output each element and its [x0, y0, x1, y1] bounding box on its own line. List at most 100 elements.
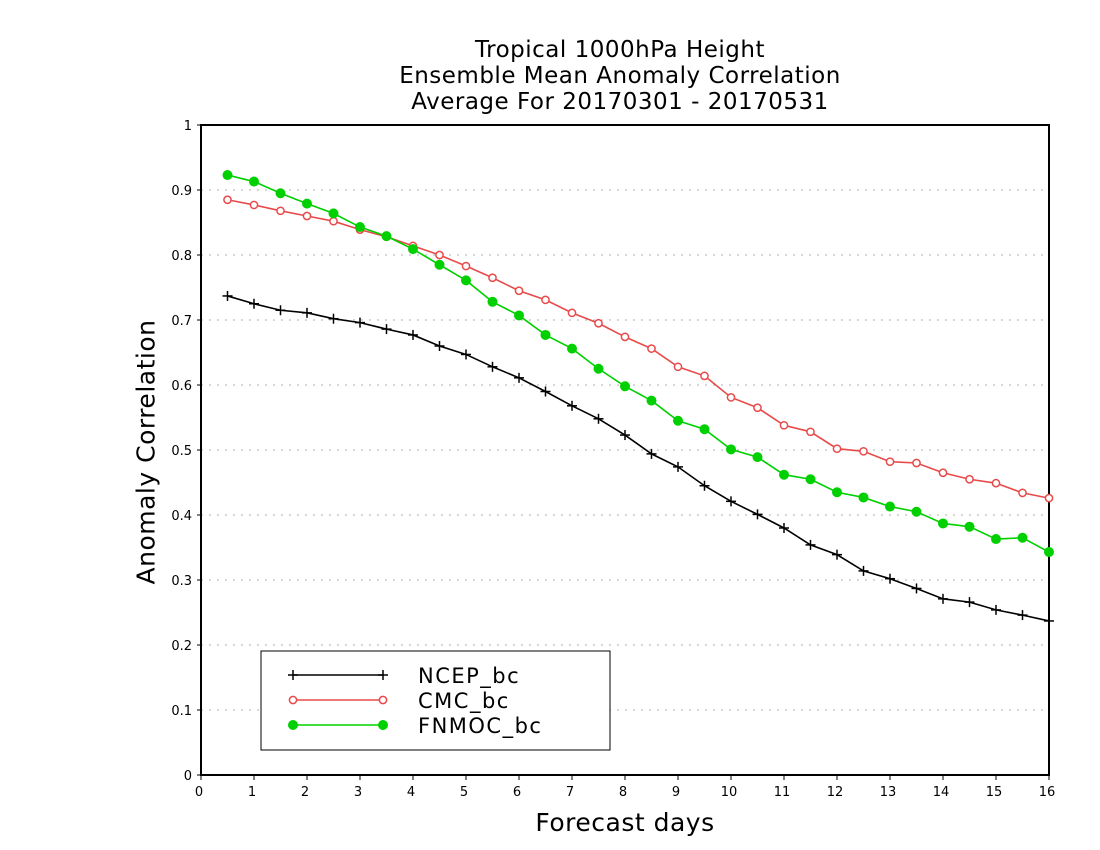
y-tick-label: 0.6	[171, 379, 192, 394]
data-point-ncep-bc	[487, 361, 498, 372]
data-point-fnmoc-bc	[726, 444, 736, 455]
data-point-ncep-bc	[699, 480, 710, 491]
data-point-fnmoc-bc	[381, 231, 392, 242]
data-point-cmc-bc	[541, 295, 550, 305]
data-point-fnmoc-bc	[461, 275, 471, 286]
legend-samples	[288, 670, 388, 730]
data-point-ncep-bc	[726, 496, 736, 507]
data-point-ncep-bc	[222, 290, 233, 301]
data-point-fnmoc-bc	[779, 469, 789, 480]
x-tick-label: 0	[195, 785, 203, 800]
data-point-fnmoc-bc	[938, 518, 948, 529]
data-point-cmc-bc	[249, 200, 259, 210]
x-tick-label: 11	[774, 785, 791, 800]
data-point-ncep-bc	[805, 539, 816, 550]
chart-title-line-3: Average For 20170301 - 20170531	[411, 89, 829, 115]
x-tick-label: 7	[566, 785, 574, 800]
data-point-fnmoc-bc	[540, 329, 551, 340]
data-point-fnmoc-bc	[514, 310, 524, 321]
data-point-fnmoc-bc	[858, 492, 869, 503]
data-point-ncep-bc	[249, 298, 259, 309]
data-point-ncep-bc	[328, 313, 339, 324]
data-point-ncep-bc	[355, 317, 365, 328]
x-tick-label: 4	[407, 785, 415, 800]
data-point-ncep-bc	[302, 307, 312, 318]
data-point-fnmoc-bc	[434, 259, 445, 270]
data-point-cmc-bc	[461, 261, 471, 271]
y-tick-label: 0.9	[171, 184, 192, 199]
data-point-ncep-bc	[567, 400, 577, 411]
grid-lines	[201, 189, 1049, 711]
y-tick-label: 0.5	[171, 444, 192, 459]
data-point-fnmoc-bc	[567, 343, 577, 354]
data-point-fnmoc-bc	[805, 474, 816, 485]
data-point-cmc-bc	[965, 474, 974, 484]
data-point-fnmoc-bc	[673, 415, 683, 426]
x-tick-label: 1	[248, 785, 256, 800]
data-point-cmc-bc	[1018, 488, 1027, 498]
data-point-cmc-bc	[806, 427, 815, 437]
series-line-ncep-bc	[227, 295, 1050, 622]
data-point-ncep-bc	[275, 305, 286, 316]
data-point-fnmoc-bc	[1017, 532, 1028, 543]
data-point-fnmoc-bc	[593, 363, 604, 374]
data-point-cmc-bc	[567, 308, 577, 318]
x-tick-label: 3	[354, 785, 362, 800]
data-point-fnmoc-bc	[355, 222, 365, 233]
data-point-ncep-bc	[885, 573, 895, 584]
y-tick-label: 0.4	[171, 509, 192, 524]
y-tick-label: 1	[184, 119, 192, 134]
x-tick-label: 16	[1039, 785, 1056, 800]
legend-sample-ncep-bc	[288, 670, 388, 680]
data-point-ncep-bc	[964, 597, 975, 608]
legend-sample-cmc-bc	[288, 695, 388, 705]
data-point-ncep-bc	[408, 329, 418, 340]
data-point-fnmoc-bc	[302, 198, 312, 209]
data-point-cmc-bc	[753, 403, 762, 413]
data-point-ncep-bc	[381, 324, 392, 335]
x-tick-label: 13	[880, 785, 897, 800]
series-line-fnmoc-bc	[227, 174, 1050, 553]
data-point-fnmoc-bc	[885, 501, 895, 512]
series-ncep-bc	[222, 290, 1054, 626]
data-point-ncep-bc	[514, 372, 524, 383]
data-point-ncep-bc	[593, 413, 604, 424]
data-point-fnmoc-bc	[408, 244, 418, 255]
y-tick-label: 0.7	[171, 314, 192, 329]
series-cmc-bc	[223, 195, 1054, 503]
y-tick-label: 0.2	[171, 639, 192, 654]
data-point-fnmoc-bc	[1044, 547, 1054, 558]
data-point-ncep-bc	[991, 604, 1001, 615]
series-fnmoc-bc	[222, 170, 1054, 558]
legend-label-cmc: CMC_bc	[418, 689, 510, 713]
y-tick-label: 0.8	[171, 249, 192, 264]
chart-title-line-2: Ensemble Mean Anomaly Correlation	[399, 63, 841, 89]
data-point-ncep-bc	[620, 430, 630, 441]
data-point-ncep-bc	[832, 549, 842, 560]
y-tick-label: 0.1	[171, 704, 192, 719]
data-point-cmc-bc	[726, 393, 736, 402]
data-point-ncep-bc	[1044, 615, 1054, 626]
x-tick-label: 9	[672, 785, 680, 800]
data-point-cmc-bc	[885, 457, 895, 467]
data-point-ncep-bc	[646, 448, 657, 459]
data-point-cmc-bc	[1044, 493, 1054, 503]
data-point-cmc-bc	[779, 420, 789, 430]
data-point-fnmoc-bc	[991, 534, 1001, 545]
data-point-fnmoc-bc	[249, 176, 259, 187]
x-tick-label: 6	[513, 785, 521, 800]
data-point-cmc-bc	[594, 318, 603, 328]
data-point-fnmoc-bc	[222, 170, 233, 181]
data-point-ncep-bc	[752, 509, 763, 520]
x-tick-label: 10	[721, 785, 738, 800]
y-tick-label: 0.3	[171, 574, 192, 589]
data-point-ncep-bc	[911, 583, 922, 594]
data-point-cmc-bc	[859, 446, 868, 456]
data-point-fnmoc-bc	[620, 381, 630, 392]
data-point-ncep-bc	[461, 349, 471, 360]
series-line-cmc-bc	[227, 198, 1050, 499]
data-point-cmc-bc	[832, 444, 842, 454]
data-point-cmc-bc	[302, 211, 312, 221]
data-point-cmc-bc	[488, 273, 497, 283]
